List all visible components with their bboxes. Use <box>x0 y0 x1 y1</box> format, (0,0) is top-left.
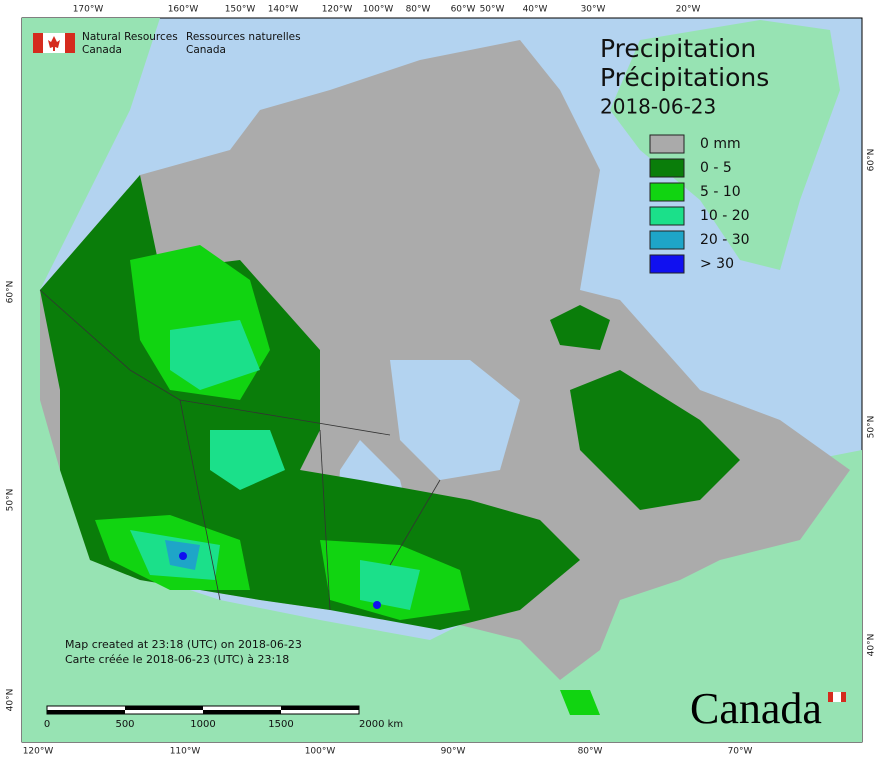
legend-swatch <box>649 254 685 274</box>
legend-label: > 30 <box>700 256 734 272</box>
scale-segment <box>47 710 125 714</box>
scale-label: 0 <box>44 719 50 730</box>
longitude-label: 100°W <box>363 5 394 15</box>
legend-swatch <box>649 182 685 202</box>
longitude-label: 150°W <box>225 5 256 15</box>
map-note: Carte créée le 2018-06-23 (UTC) à 23:18 <box>65 653 289 666</box>
scale-segment <box>281 706 359 710</box>
longitude-label: 50°W <box>480 5 505 15</box>
longitude-label: 80°W <box>406 5 431 15</box>
longitude-label: 140°W <box>268 5 299 15</box>
scale-segment <box>203 710 281 714</box>
legend-swatch <box>649 230 685 250</box>
org-name: Ressources naturelles <box>186 31 301 43</box>
legend-label: 20 - 30 <box>700 232 750 248</box>
longitude-label: 40°W <box>523 5 548 15</box>
map-date: 2018-06-23 <box>600 95 716 119</box>
latitude-label: 50°N <box>6 489 16 512</box>
longitude-label: 60°W <box>451 5 476 15</box>
legend-swatch <box>649 206 685 226</box>
longitude-label: 100°W <box>305 747 336 757</box>
legend-swatch <box>649 134 685 154</box>
longitude-label: 160°W <box>168 5 199 15</box>
latitude-label: 40°N <box>6 689 16 712</box>
longitude-label: 80°W <box>578 747 603 757</box>
org-name: Canada <box>82 44 122 56</box>
longitude-label: 30°W <box>581 5 606 15</box>
longitude-label: 170°W <box>73 5 104 15</box>
latitude-label: 60°N <box>6 281 16 304</box>
borders <box>39 289 441 611</box>
scale-label: 1000 <box>190 719 215 730</box>
legend-label: 5 - 10 <box>700 184 741 200</box>
latitude-label: 50°N <box>867 416 877 439</box>
wordmark: Canada <box>690 684 822 733</box>
org-name: Natural Resources <box>82 31 178 43</box>
map-title: Précipitations <box>600 63 769 92</box>
scale-segment <box>125 706 203 710</box>
longitude-label: 110°W <box>170 747 201 757</box>
longitude-label: 20°W <box>676 5 701 15</box>
longitude-label: 70°W <box>728 747 753 757</box>
legend-label: 0 mm <box>700 136 741 152</box>
map-title: Precipitation <box>600 34 756 63</box>
legend-label: 10 - 20 <box>700 208 750 224</box>
precipitation-areas <box>40 175 740 715</box>
scale-label: 2000 km <box>359 719 403 730</box>
flag <box>33 33 75 53</box>
org-name: Canada <box>186 44 226 56</box>
scale-label: 500 <box>115 719 134 730</box>
scale-label: 1500 <box>268 719 293 730</box>
longitude-label: 120°W <box>23 747 54 757</box>
latitude-label: 60°N <box>867 149 877 172</box>
longitude-label: 120°W <box>322 5 353 15</box>
longitude-label: 90°W <box>441 747 466 757</box>
legend-label: 0 - 5 <box>700 160 732 176</box>
map-note: Map created at 23:18 (UTC) on 2018-06-23 <box>65 638 302 651</box>
wordmark-flag-center <box>833 692 841 702</box>
legend-swatch <box>649 158 685 178</box>
latitude-label: 40°N <box>867 634 877 657</box>
